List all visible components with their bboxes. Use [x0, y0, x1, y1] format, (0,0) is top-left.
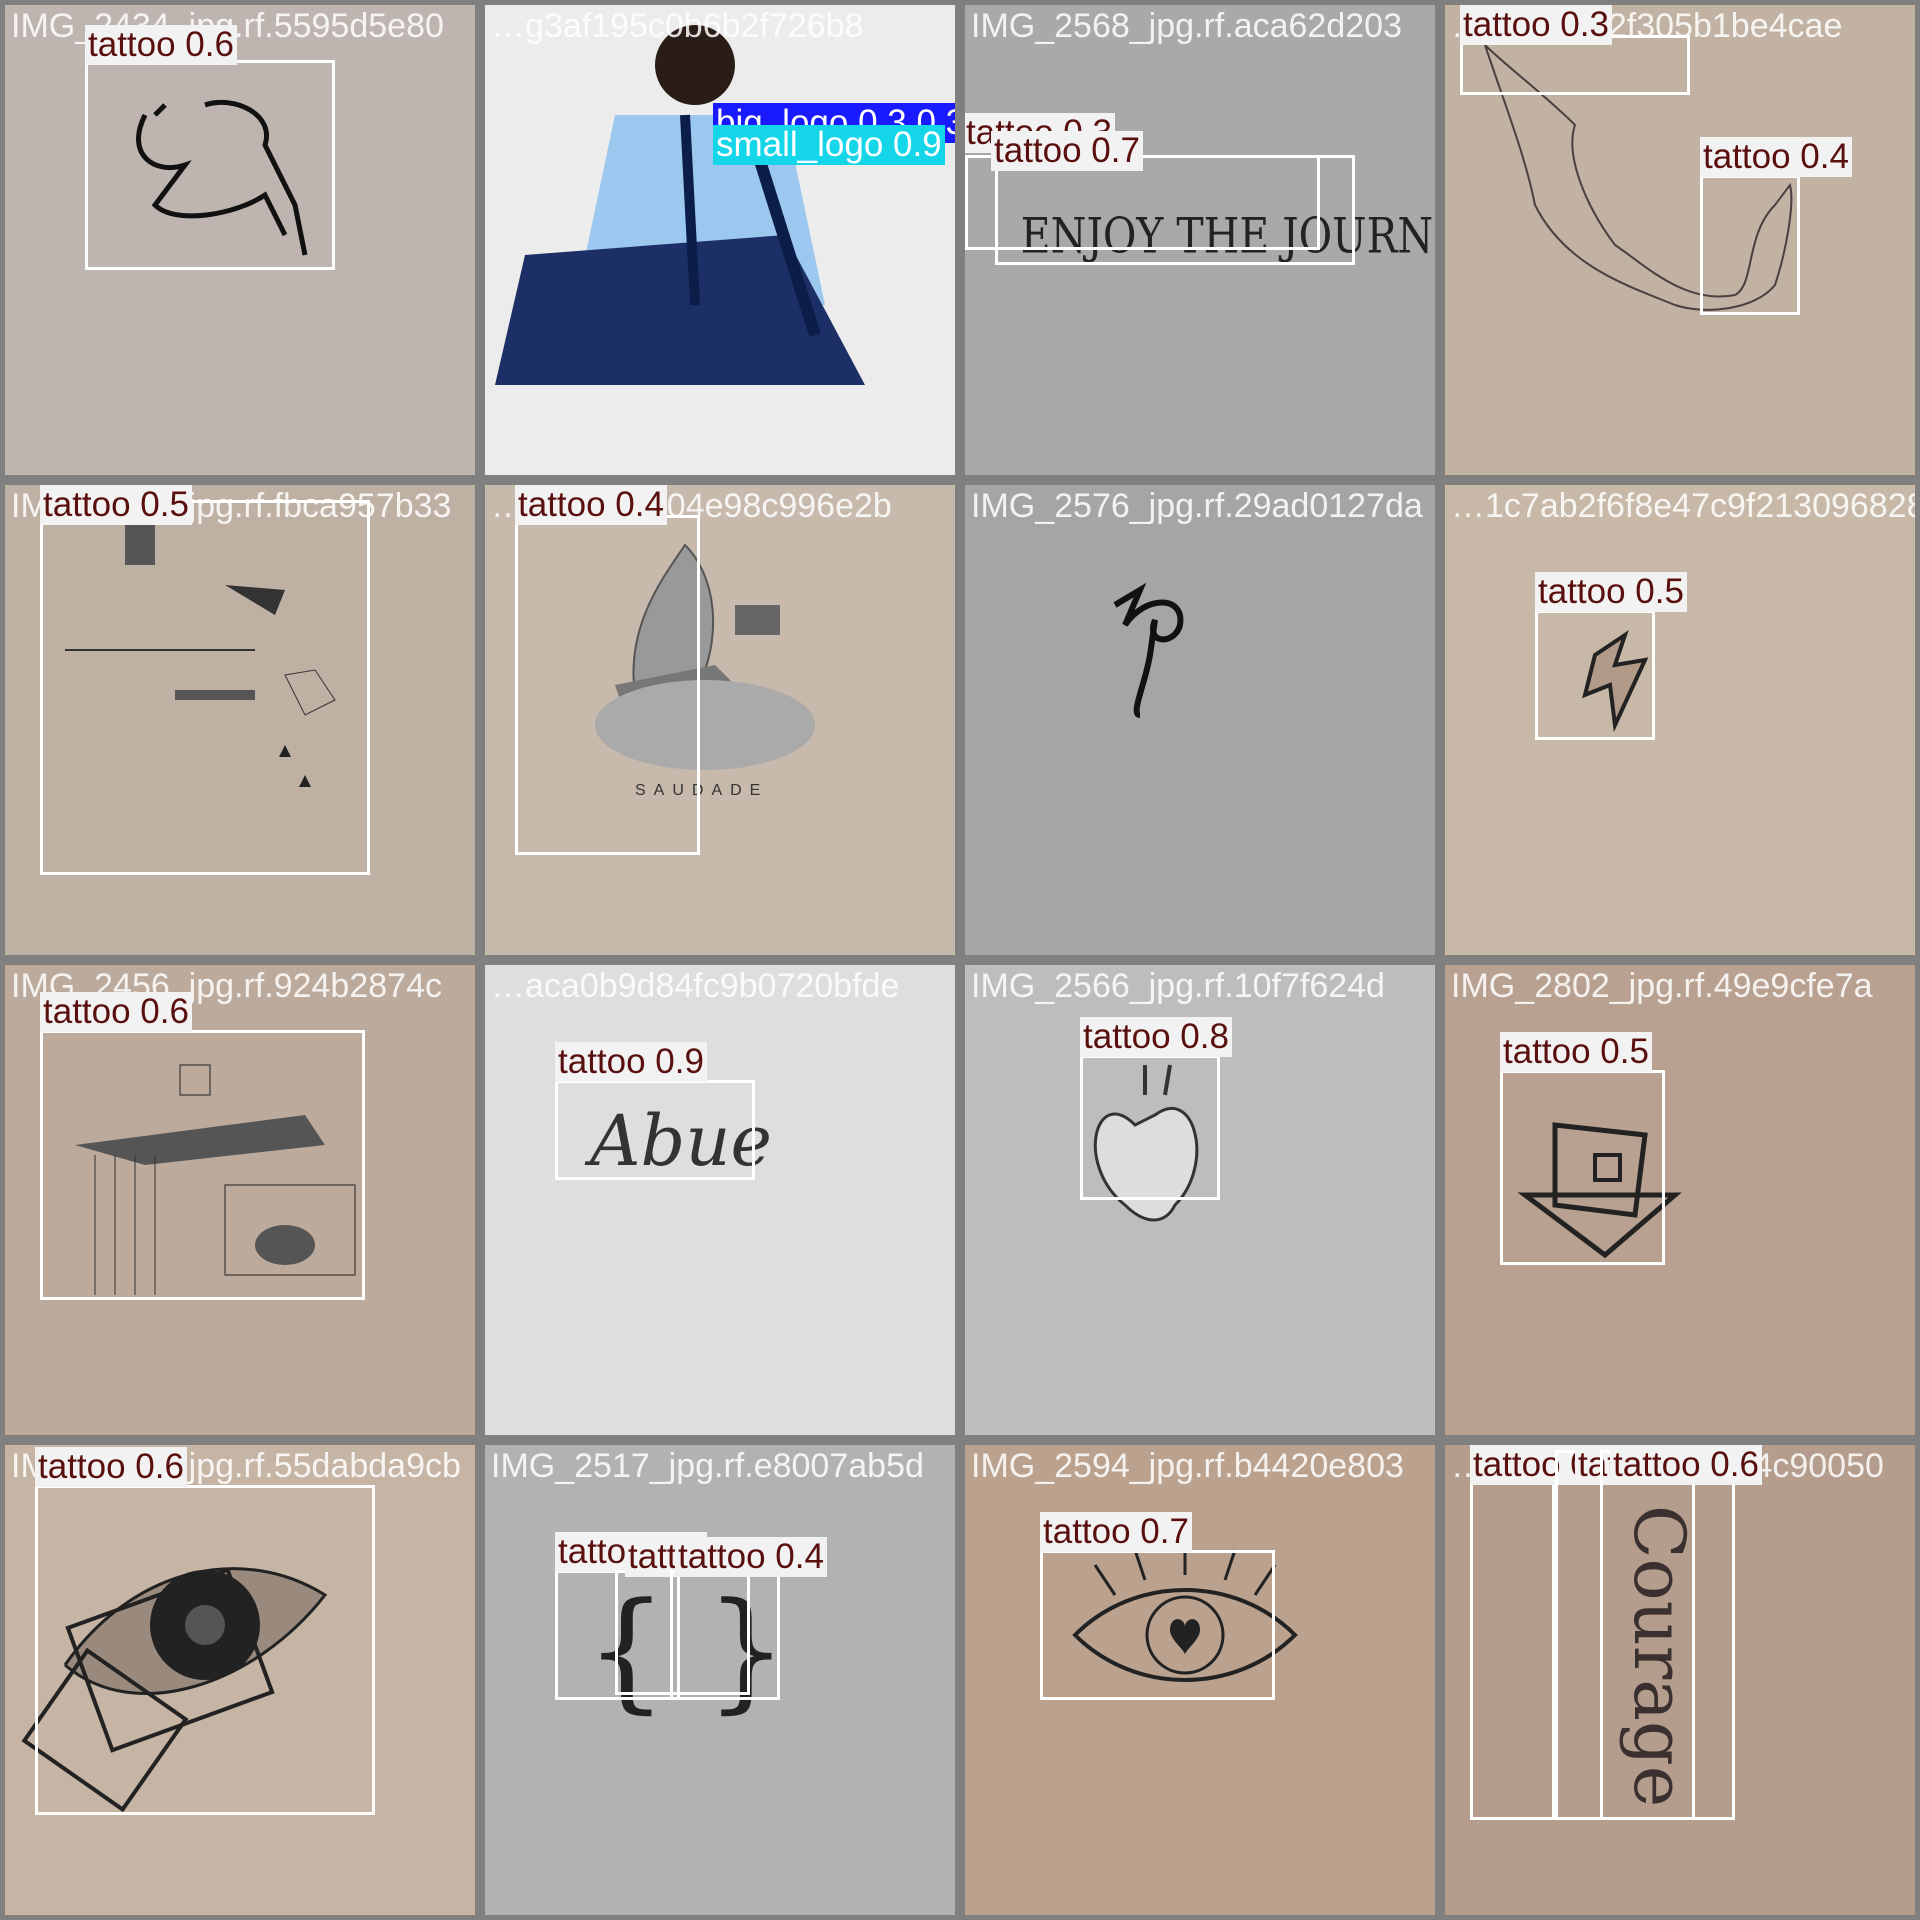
detection-tile[interactable]: Courage…a6a2b12f7c8c9c74c90050tattoo 0.3… — [1445, 1445, 1915, 1915]
tile-image — [965, 485, 1435, 955]
tile-filename: IMG_2568_jpg.rf.aca62d203 — [971, 7, 1402, 45]
bounding-box — [1600, 1450, 1735, 1820]
tile-filename: IMG_2576_jpg.rf.29ad0127da — [971, 487, 1423, 525]
tile-image — [5, 5, 475, 475]
detection-label: tattoo 0.6 — [85, 25, 237, 65]
detection-tile[interactable]: SAUDADE …b9dbfd9204e98c996e2b tattoo 0.4 — [485, 485, 955, 955]
tile-filename: IMG_2594_jpg.rf.b4420e803 — [971, 1447, 1404, 1485]
detection-label: tattoo 0.4 — [515, 485, 667, 525]
detection-label: tattoo 0.7 — [1040, 1512, 1192, 1552]
tile-image — [1445, 5, 1915, 475]
svg-text:Courage: Courage — [1618, 1505, 1700, 1807]
detection-label: small_logo 0.9 — [713, 125, 945, 165]
tile-filename: IMG_2566_jpg.rf.10f7f624d — [971, 967, 1385, 1005]
detection-label: tattoo 0.4 — [675, 1537, 827, 1577]
tile-image — [5, 1445, 475, 1915]
detection-tile[interactable]: IMG_2434_jpg.rf.5595d5e80tattoo 0.6 — [5, 5, 475, 475]
tile-image — [485, 5, 955, 475]
svg-text:}: } — [705, 1574, 788, 1726]
detection-tile[interactable]: IMG_2458_jpg.rf.55dabda9cb tattoo 0.6 — [5, 1445, 475, 1915]
tile-filename: …1c7ab2f6f8e47c9f213096828 — [1451, 487, 1915, 525]
bounding-box — [670, 1570, 780, 1700]
detection-tile[interactable]: IMG_2456_jpg.rf.924b2874c tattoo 0.6 — [5, 965, 475, 1435]
bounding-box — [1535, 610, 1655, 740]
bounding-box — [40, 1030, 365, 1300]
detection-label: tattoo 0.6 — [40, 992, 192, 1032]
tile-image — [5, 965, 475, 1435]
detection-tile[interactable]: IMG_2576_jpg.rf.29ad0127da — [965, 485, 1435, 955]
bounding-box — [85, 60, 335, 270]
bounding-box — [995, 155, 1355, 265]
tile-image: Abue — [485, 965, 955, 1435]
detection-tile[interactable]: …fa6946b2f305b1be4cae tattoo 0.3 tattoo 0.… — [1445, 5, 1915, 475]
detection-label: tattoo 0.3 — [1460, 5, 1612, 45]
tile-image — [5, 485, 475, 955]
detection-label: tattoo 0.9 — [555, 1042, 707, 1082]
detection-label: tattoo 0.5 — [1535, 572, 1687, 612]
bounding-box — [1700, 175, 1800, 315]
detection-tile[interactable]: IMG_2435_jpg.rf.fbca957b33 tattoo 0.5 — [5, 485, 475, 955]
tile-filename: …aca0b9d84fc9b0720bfde — [491, 967, 900, 1005]
detection-label: tattoo 0.4 — [1700, 137, 1852, 177]
bounding-box — [555, 1080, 755, 1180]
detection-tile[interactable]: ENJOY THE JOURNEY IMG_2568_jpg.rf.aca62d2… — [965, 5, 1435, 475]
tile-image — [1445, 485, 1915, 955]
detection-label: tattoo 0.5 — [40, 485, 192, 525]
detection-tile[interactable]: …g3af195c0b6b2f726b8 big_logo 0.3 0.3 smal… — [485, 5, 955, 475]
tile-image: SAUDADE — [485, 485, 955, 955]
tile-filename: …g3af195c0b6b2f726b8 — [491, 7, 864, 45]
svg-text:Abue: Abue — [584, 1100, 772, 1182]
tile-image: ENJOY THE JOURNEY — [965, 5, 1435, 475]
detection-label: tattoo 0.8 — [1080, 1017, 1232, 1057]
tile-image: {} — [485, 1445, 955, 1915]
detection-label: tattoo 0.6 — [1610, 1445, 1762, 1485]
bounding-box — [515, 515, 700, 855]
bounding-box — [1470, 1450, 1555, 1820]
svg-text:ENJOY THE JOURNEY: ENJOY THE JOURNEY — [1021, 207, 1435, 264]
bounding-box — [1500, 1070, 1665, 1265]
detection-label: tattoo 0.7 — [991, 131, 1143, 171]
bounding-box — [1080, 1055, 1220, 1200]
bounding-box — [1040, 1550, 1275, 1700]
detection-label: tattoo 0.6 — [35, 1447, 187, 1487]
tile-image: Courage — [1445, 1445, 1915, 1915]
detection-tile[interactable]: Abue …aca0b9d84fc9b0720bfde tattoo 0.9 — [485, 965, 955, 1435]
svg-text:{: { — [585, 1574, 668, 1726]
detection-tile[interactable]: …1c7ab2f6f8e47c9f213096828 tattoo 0.5 — [1445, 485, 1915, 955]
bounding-box — [35, 1485, 375, 1815]
detection-label: tattoo 0.5 — [1500, 1032, 1652, 1072]
bounding-box — [40, 500, 370, 875]
tile-filename: IMG_2802_jpg.rf.49e9cfe7a — [1451, 967, 1873, 1005]
tile-filename: IMG_2517_jpg.rf.e8007ab5d — [491, 1447, 924, 1485]
